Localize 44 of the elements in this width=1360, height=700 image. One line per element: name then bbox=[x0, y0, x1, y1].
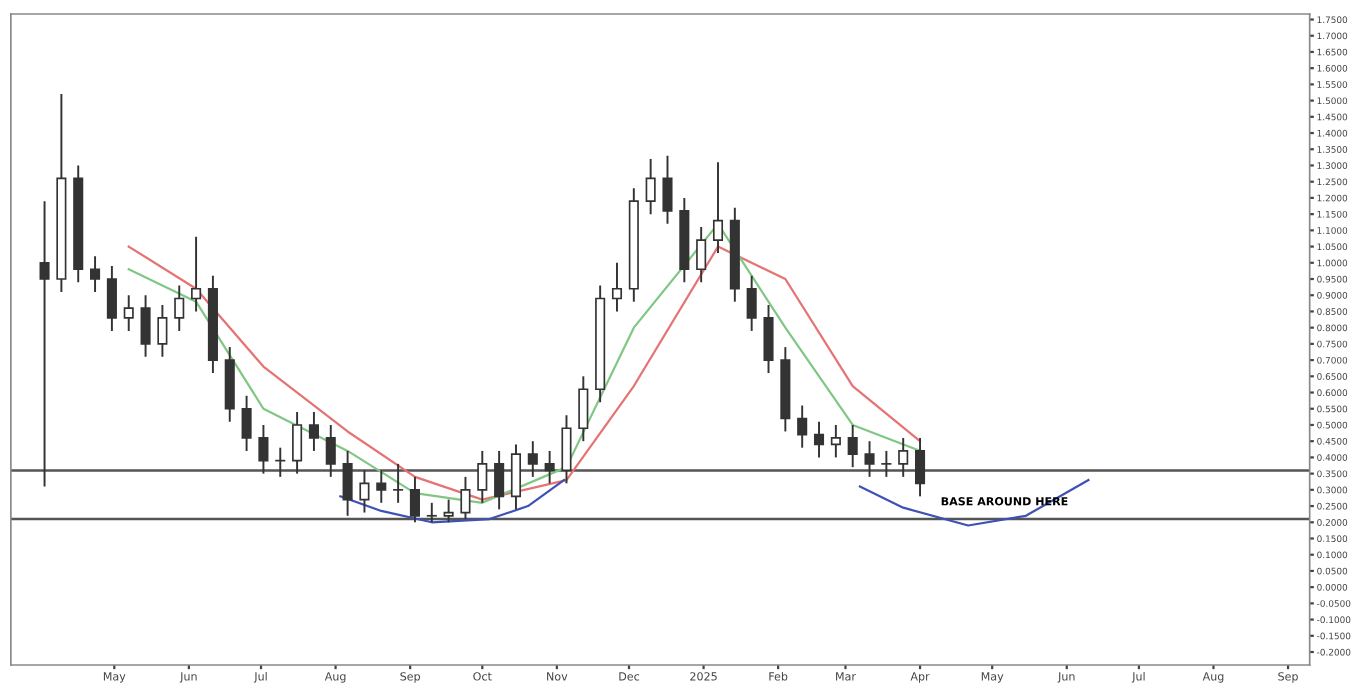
candlestick bbox=[39, 200, 50, 488]
candlestick bbox=[797, 404, 808, 449]
candlestick bbox=[494, 449, 505, 511]
candlestick bbox=[140, 294, 151, 358]
candlestick bbox=[359, 469, 370, 514]
candlestick bbox=[325, 424, 336, 478]
line-series bbox=[858, 479, 1090, 527]
candlestick bbox=[510, 443, 522, 511]
candlestick bbox=[409, 475, 420, 524]
candlestick bbox=[123, 294, 134, 332]
candlestick bbox=[763, 303, 774, 375]
candlestick bbox=[830, 424, 841, 459]
candlestick bbox=[90, 255, 101, 293]
candlestick bbox=[477, 449, 488, 504]
candlestick bbox=[527, 440, 538, 478]
candlestick bbox=[426, 501, 437, 524]
candlestick bbox=[578, 375, 589, 443]
candlestick bbox=[898, 436, 909, 478]
candlestick bbox=[881, 449, 892, 478]
candlestick bbox=[813, 420, 825, 459]
candlestick bbox=[746, 274, 757, 332]
candlestick bbox=[292, 411, 303, 475]
candlestick bbox=[864, 440, 875, 478]
candlestick bbox=[157, 303, 168, 358]
candlestick bbox=[258, 424, 269, 475]
candlestick bbox=[662, 154, 673, 225]
candlestick bbox=[914, 436, 926, 498]
candlestick bbox=[712, 161, 724, 255]
candlestick bbox=[174, 284, 185, 332]
candlestick bbox=[645, 158, 656, 216]
candlestick bbox=[241, 394, 252, 452]
candlestick bbox=[191, 235, 202, 313]
candlestick bbox=[696, 226, 707, 284]
candlestick bbox=[308, 411, 319, 452]
candlestick bbox=[106, 265, 117, 332]
candlestick bbox=[561, 414, 572, 485]
candlestick bbox=[443, 498, 454, 524]
candlestick bbox=[611, 261, 623, 313]
candlestick bbox=[393, 462, 404, 504]
candlestick bbox=[460, 475, 471, 521]
candlestick bbox=[544, 449, 555, 485]
candlestick bbox=[342, 449, 353, 517]
candlestick bbox=[376, 469, 387, 504]
candlestick bbox=[847, 424, 858, 469]
